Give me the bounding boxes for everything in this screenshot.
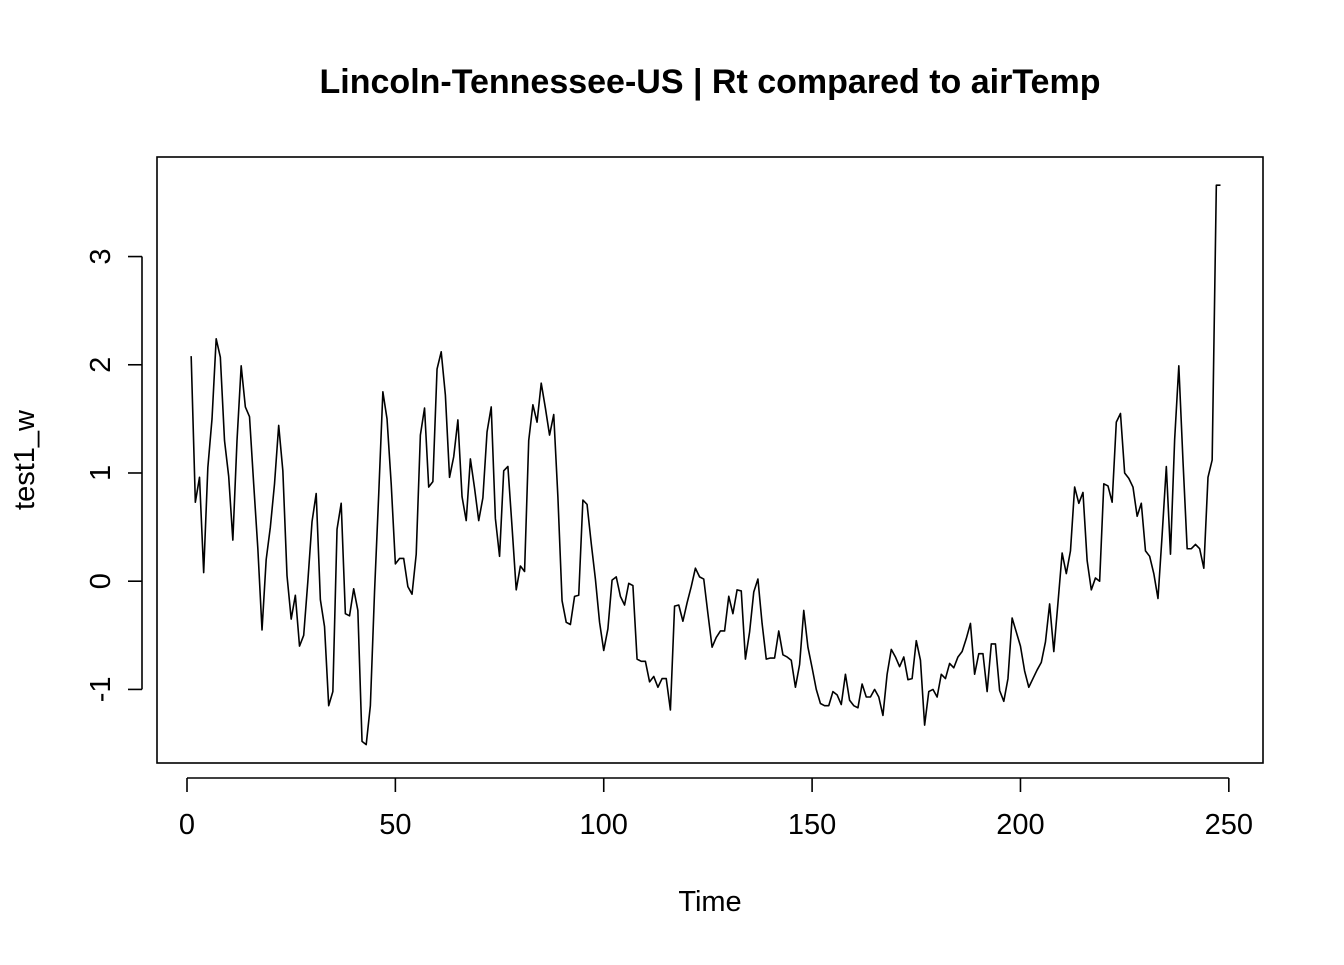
x-tick-label: 150 [788, 809, 836, 841]
x-tick-label: 0 [179, 809, 195, 841]
y-tick-label: 2 [85, 357, 117, 373]
y-tick-label: 0 [85, 573, 117, 589]
x-tick-label: 250 [1205, 809, 1253, 841]
x-axis-label: Time [678, 886, 741, 918]
x-tick-label: 50 [379, 809, 411, 841]
data-layer [190, 184, 1221, 746]
y-tick-label: 1 [85, 465, 117, 481]
x-axis: 0 50 100 150 200 250 [179, 777, 1253, 841]
plot-frame [156, 156, 1264, 764]
chart-title: Lincoln-Tennessee-US | Rt compared to ai… [320, 63, 1101, 101]
y-tick-label: 3 [85, 248, 117, 264]
y-axis-label: test1_w [9, 409, 41, 510]
x-tick-label: 200 [996, 809, 1044, 841]
y-axis: -1 0 1 2 3 [85, 248, 143, 703]
x-tick-label: 100 [580, 809, 628, 841]
series-line [190, 184, 1221, 746]
y-tick-label: -1 [85, 677, 117, 703]
